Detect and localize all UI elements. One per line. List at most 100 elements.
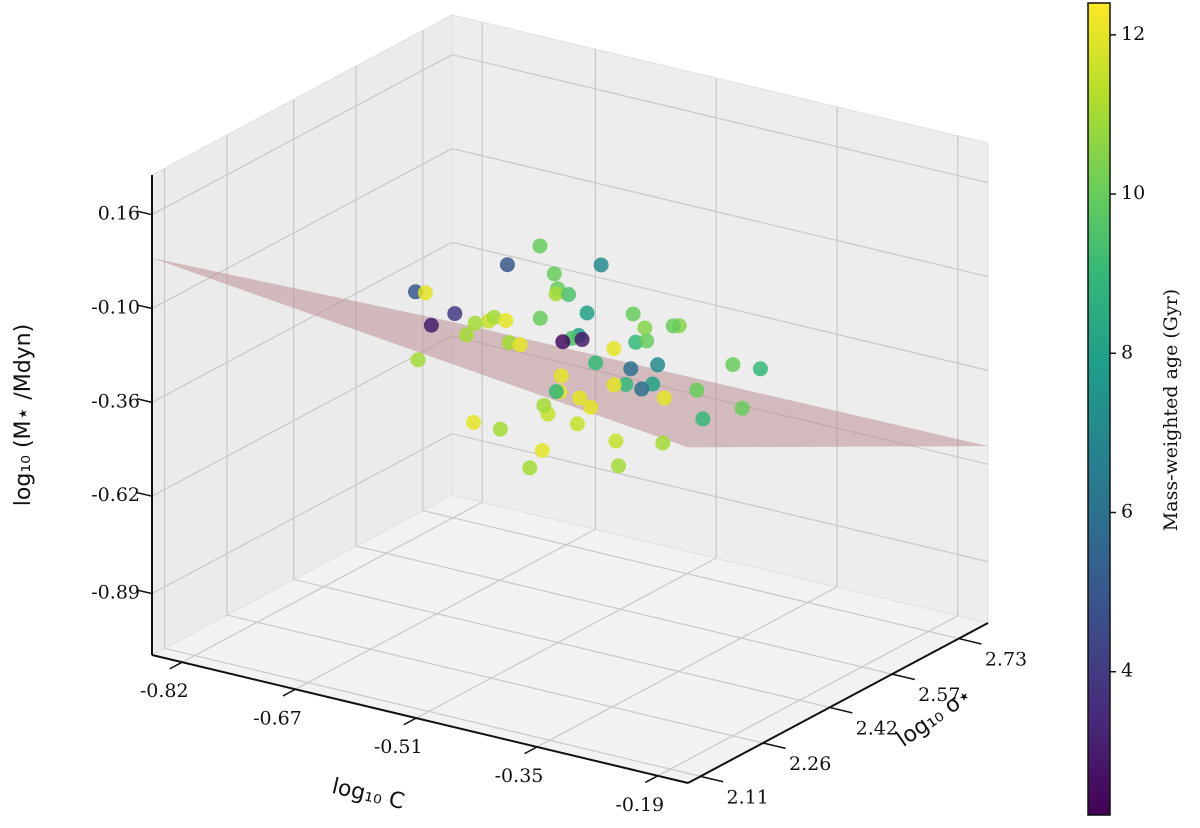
tick-mark [136, 491, 153, 497]
x-tick-label: -0.67 [253, 707, 302, 729]
data-point [588, 355, 604, 371]
data-point [466, 414, 482, 430]
data-point [423, 317, 439, 333]
grid-line [151, 54, 453, 216]
z-tick-label: -0.36 [91, 390, 140, 412]
data-point [548, 384, 564, 400]
data-point [546, 266, 562, 282]
grid-line [151, 335, 453, 497]
data-point [459, 327, 475, 343]
y-tick-label: 2.42 [856, 717, 898, 739]
back-pane [451, 14, 989, 624]
data-point [467, 315, 483, 331]
colorbar-label: Mass-weighted age (Gyr) [1160, 289, 1182, 531]
y-tick-label: 2.57 [918, 684, 960, 706]
data-point [637, 320, 653, 336]
z-tick-label: 0.16 [98, 203, 140, 225]
data-point [532, 238, 548, 254]
data-point [725, 357, 741, 373]
data-point [695, 411, 711, 427]
y-tick-label: 2.11 [727, 786, 769, 808]
data-point [611, 458, 627, 474]
data-point [625, 306, 641, 322]
grid-line [151, 433, 453, 595]
colorbar-tick-label: 10 [1121, 182, 1145, 204]
data-point [522, 460, 538, 476]
x-tick-label: -0.35 [495, 765, 544, 787]
tick-mark [891, 673, 915, 681]
data-point [579, 305, 595, 321]
data-point [634, 381, 650, 397]
tick-mark [524, 746, 538, 755]
data-point [628, 334, 644, 350]
data-point [498, 313, 514, 329]
data-point [574, 332, 590, 348]
data-point [734, 400, 750, 416]
tick-mark [958, 637, 982, 645]
data-point [569, 416, 585, 432]
grid-line [181, 501, 483, 663]
tick-mark [282, 688, 296, 697]
x-tick-label: -0.82 [140, 680, 189, 702]
tick-mark [169, 661, 183, 670]
colorbar-tick-label: 12 [1121, 23, 1145, 45]
grid-line [451, 241, 989, 371]
y-axis [687, 622, 989, 784]
tick-mark [136, 304, 153, 310]
z-tick-label: -0.89 [91, 582, 140, 604]
colorbar-tick-label: 6 [1121, 500, 1133, 522]
grid-line [295, 528, 596, 690]
data-point [512, 337, 528, 353]
tick-mark [829, 706, 853, 714]
tick-mark [136, 398, 153, 404]
grid-line [164, 647, 701, 777]
data-point [623, 361, 639, 377]
tick-mark [644, 775, 659, 784]
x-axis-label: log₁₀ C [329, 774, 406, 815]
data-point [447, 306, 463, 322]
data-point [555, 334, 571, 350]
colorbar-tick-label: 8 [1121, 341, 1133, 363]
z-tick-label: -0.62 [91, 484, 140, 506]
data-point [534, 442, 550, 458]
grid-line [151, 148, 453, 310]
data-point [499, 257, 515, 273]
tick-mark [762, 742, 786, 750]
grid-line [451, 147, 989, 278]
data-point [553, 368, 569, 384]
data-point [689, 382, 705, 398]
fit-plane [152, 258, 988, 448]
data-point [650, 357, 666, 373]
data-point [486, 309, 502, 325]
data-point [618, 376, 634, 392]
tick-mark [136, 589, 153, 595]
data-point [410, 352, 426, 368]
data-point [492, 421, 508, 437]
data-point [606, 341, 622, 357]
y-tick-label: 2.73 [985, 649, 1027, 671]
data-point [752, 361, 768, 377]
colorbar [1087, 2, 1111, 816]
tick-mark [136, 210, 153, 216]
x-tick-label: -0.51 [374, 736, 423, 758]
grid-line [151, 241, 453, 403]
data-point [583, 399, 599, 415]
grid-line [451, 54, 989, 184]
data-point [655, 435, 671, 451]
data-point [608, 433, 624, 449]
grid-line [422, 509, 959, 640]
data-point [656, 390, 672, 406]
tick-mark [700, 775, 724, 783]
data-point [561, 287, 577, 303]
data-point [639, 333, 655, 349]
grid-line [415, 557, 717, 719]
x-tick-label: -0.19 [615, 794, 664, 816]
data-point [417, 285, 433, 301]
data-point [532, 310, 548, 326]
x-axis [151, 654, 689, 784]
data-point [548, 286, 564, 302]
z-tick-label: -0.10 [91, 297, 140, 319]
grid-line [226, 614, 764, 744]
data-point [536, 397, 552, 413]
